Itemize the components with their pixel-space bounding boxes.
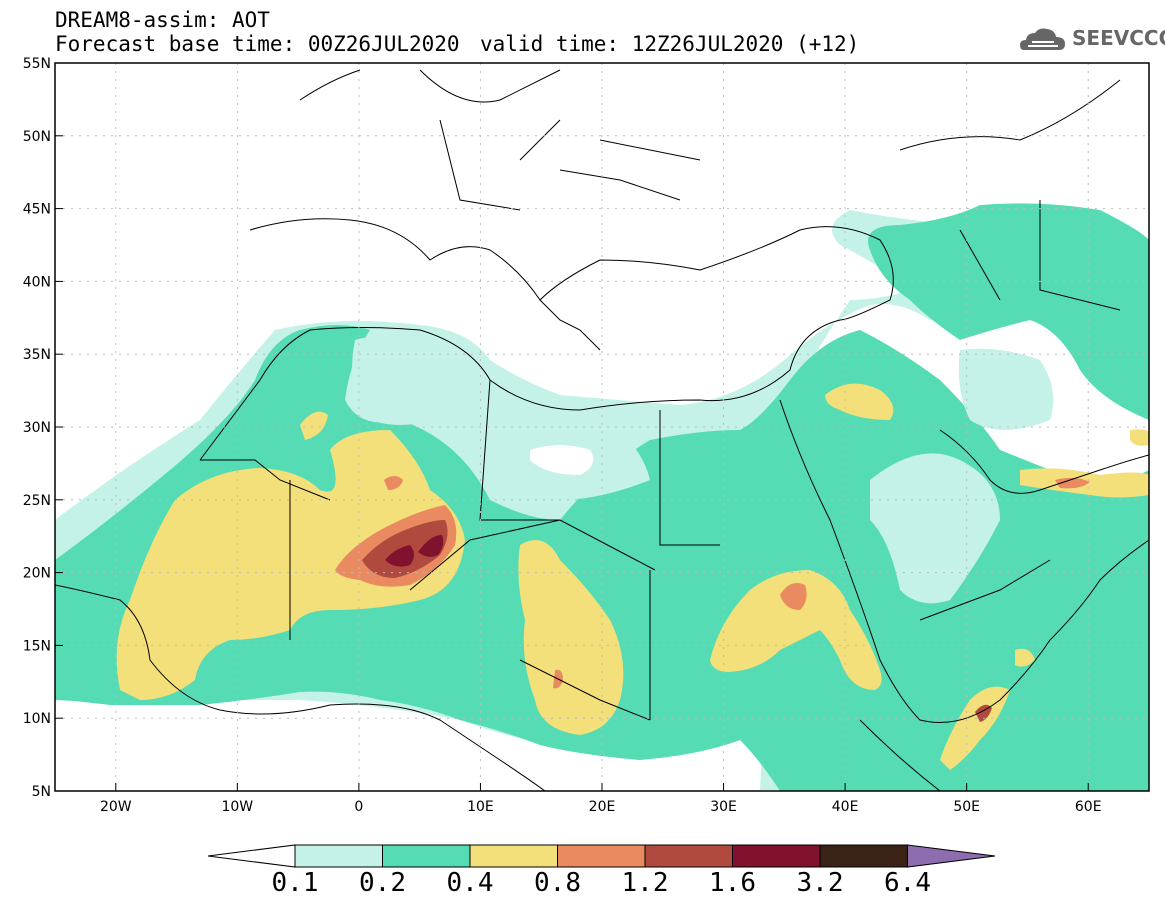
lon-tick-label: 20E <box>589 799 616 815</box>
valid-time: valid time: 12Z26JUL2020 (+12) <box>480 32 860 56</box>
colorbar-label: 0.1 <box>271 868 319 898</box>
colorbar-segment <box>557 844 646 868</box>
gridlines <box>55 63 1149 791</box>
lat-tick-label: 40N <box>23 274 51 290</box>
colorbar-label: 0.2 <box>359 868 406 898</box>
colorbar-min-arrow <box>207 844 296 868</box>
axis-ticks: 55N 50N 45N 40N 35N 30N 25N 20N 15N 10N 5N 20W 10W 0 1… <box>23 56 1102 815</box>
lon-tick-label: 10W <box>221 799 253 815</box>
colorbar-label: 1.2 <box>621 868 669 898</box>
lon-tick-label: 20W <box>100 799 132 815</box>
cloud-logo-icon <box>1020 28 1065 50</box>
lon-tick-label: 10E <box>467 799 494 815</box>
colorbar-segment <box>294 844 383 868</box>
lon-tick-label: 0 <box>354 799 363 815</box>
aot-level-1.6 <box>385 545 414 567</box>
colorbar-label: 0.4 <box>446 868 494 898</box>
lon-tick-label: 50E <box>953 799 980 815</box>
colorbar-max-arrow <box>907 844 996 868</box>
aot-level-0.2 <box>55 203 1149 791</box>
lat-tick-label: 50N <box>23 129 51 145</box>
colorbar-segment <box>469 844 558 868</box>
lat-tick-label: 55N <box>23 56 51 72</box>
lat-tick-label: 20N <box>23 566 51 582</box>
lon-tick-label: 40E <box>832 799 859 815</box>
logo-text: SEEVCCC <box>1072 26 1165 50</box>
colorbar-segment <box>819 844 908 868</box>
forecast-base-time: Forecast base time: 00Z26JUL2020 <box>55 32 460 56</box>
lat-tick-label: 30N <box>23 420 51 436</box>
lat-tick-label: 15N <box>23 638 51 654</box>
coastlines <box>55 69 1149 791</box>
lat-tick-label: 25N <box>23 493 51 509</box>
colorbar-segment <box>382 844 471 868</box>
colorbar <box>207 844 996 868</box>
aot-level-0.4 <box>116 430 466 700</box>
colorbar-segment <box>644 844 733 868</box>
colorbar-label: 6.4 <box>884 868 931 898</box>
lat-tick-label: 10N <box>23 711 51 727</box>
map-title: DREAM8-assim: AOT <box>55 8 270 32</box>
colorbar-label: 0.8 <box>534 868 581 898</box>
lat-tick-label: 35N <box>23 347 51 363</box>
lat-tick-label: 5N <box>32 784 51 800</box>
lat-tick-label: 45N <box>23 202 51 218</box>
colorbar-label: 1.6 <box>709 868 756 898</box>
colorbar-label: 3.2 <box>796 868 844 898</box>
lon-tick-label: 60E <box>1075 799 1102 815</box>
colorbar-segment <box>732 844 821 868</box>
lon-tick-label: 30E <box>710 799 737 815</box>
